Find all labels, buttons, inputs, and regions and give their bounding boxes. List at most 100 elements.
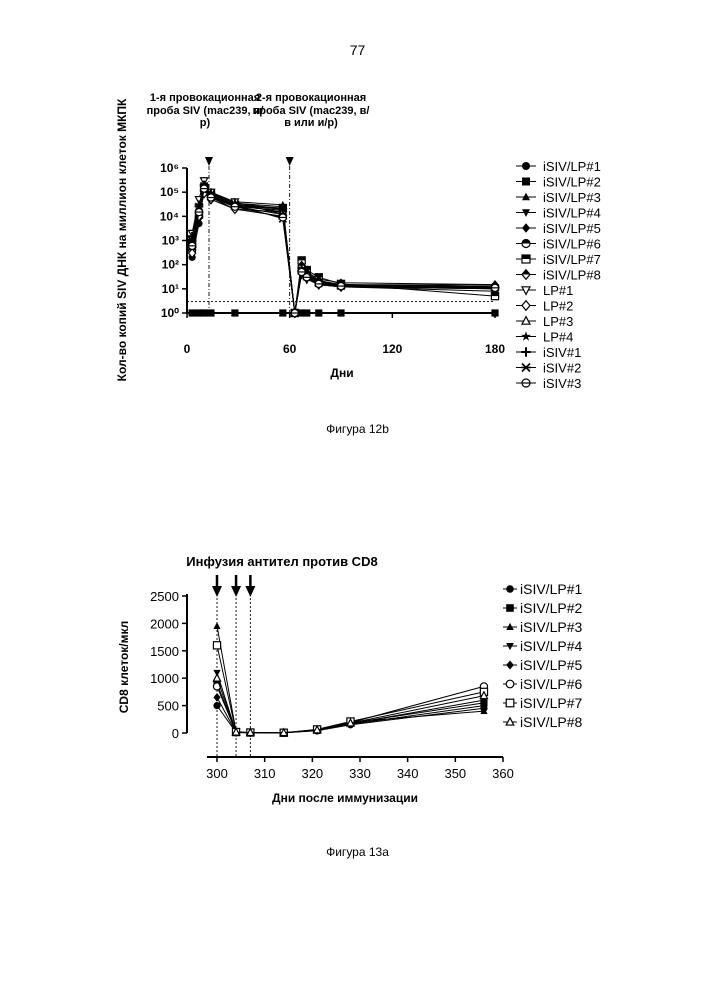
legend-label: iSIV/LP#5 <box>520 657 582 673</box>
y-axis-label: CD8 клеток/мкл <box>117 621 131 714</box>
legend-marker <box>505 716 515 726</box>
legend-label: LP#4 <box>543 330 573 345</box>
x-tick-label: 350 <box>444 766 466 781</box>
data-point <box>231 726 241 736</box>
y-tick-label: 1000 <box>150 671 179 686</box>
legend-label: iSIV/LP#6 <box>543 237 601 252</box>
legend-marker <box>522 177 530 186</box>
x-axis-label: Дни после иммунизации <box>272 791 418 805</box>
legend-marker <box>522 192 530 201</box>
data-point <box>212 641 222 650</box>
data-point <box>245 727 255 737</box>
legend-marker <box>505 679 515 689</box>
challenge-arrow <box>285 157 294 166</box>
data-point <box>279 309 287 317</box>
figure-13a-caption: Фигура 13а <box>326 845 389 859</box>
legend-label: iSIV/LP#5 <box>543 221 601 236</box>
data-point <box>230 202 240 211</box>
data-point <box>231 309 239 317</box>
legend-marker <box>506 660 514 670</box>
data-point <box>188 309 196 317</box>
legend-marker <box>522 223 530 233</box>
challenge-1-annotation: 1-я провокационная проба SIV (mac239, и/… <box>146 92 264 129</box>
x-tick-label: 60 <box>283 342 297 356</box>
legend-marker <box>521 362 531 373</box>
data-point <box>479 690 489 700</box>
challenge-arrow <box>205 157 213 166</box>
y-tick-label: 2000 <box>150 616 179 631</box>
legend-label: iSIV#1 <box>543 345 581 360</box>
data-point <box>490 283 500 293</box>
y-tick-label: 1500 <box>150 644 179 659</box>
legend-marker <box>521 347 531 357</box>
data-point <box>187 247 197 259</box>
y-tick-label: 10⁶ <box>160 161 179 175</box>
legend-label: iSIV/LP#8 <box>543 268 601 283</box>
infusion-arrow-head <box>245 586 256 597</box>
data-point <box>480 707 488 714</box>
data-point <box>312 724 322 734</box>
y-tick-label: 10¹ <box>162 282 179 296</box>
data-point <box>303 309 311 317</box>
data-point <box>195 309 203 317</box>
y-tick-label: 10² <box>162 258 179 272</box>
data-point <box>279 727 289 737</box>
legend-label: LP#3 <box>543 314 573 329</box>
legend-label: iSIV/LP#4 <box>543 206 601 221</box>
legend-label: LP#1 <box>543 283 573 298</box>
x-tick-label: 180 <box>485 342 505 356</box>
data-point <box>336 281 346 291</box>
data-point <box>491 309 499 317</box>
legend-marker <box>506 642 514 651</box>
legend-marker <box>521 378 531 388</box>
data-point <box>199 184 209 193</box>
legend-marker <box>522 209 530 217</box>
data-point <box>278 204 288 214</box>
y-tick-label: 10⁵ <box>160 185 179 199</box>
data-point <box>314 279 323 289</box>
challenge-2-annotation: 2-я провокационная проба SIV (mac239, в/… <box>252 92 370 129</box>
legend-marker <box>521 299 531 312</box>
data-point <box>480 701 488 710</box>
x-tick-label: 0 <box>184 342 191 356</box>
y-tick-label: 10⁰ <box>161 306 179 320</box>
chart-title: Инфузия антител против CD8 <box>186 554 377 569</box>
infusion-arrow-head <box>212 586 222 597</box>
legend-marker <box>521 254 531 264</box>
x-tick-label: 340 <box>397 766 419 781</box>
data-point <box>315 309 323 317</box>
x-tick-label: 310 <box>254 766 276 781</box>
legend-marker <box>521 315 531 325</box>
x-tick-label: 320 <box>301 766 323 781</box>
data-point <box>302 273 311 282</box>
data-point <box>298 309 306 317</box>
x-tick-label: 330 <box>349 766 371 781</box>
legend-label: iSIV/LP#1 <box>543 159 601 174</box>
data-point <box>297 267 306 277</box>
data-point <box>213 693 221 702</box>
data-point <box>200 309 208 317</box>
legend-marker <box>521 286 531 296</box>
legend-marker <box>506 585 514 593</box>
y-tick-label: 500 <box>157 699 179 714</box>
data-point <box>187 241 197 251</box>
page-number: 77 <box>349 42 366 58</box>
legend-label: iSIV/LP#7 <box>543 252 601 267</box>
legend-label: iSIV/LP#2 <box>520 600 582 616</box>
legend-label: iSIV/LP#3 <box>520 619 582 635</box>
x-axis-label: Дни <box>330 366 353 380</box>
legend-label: iSIV/LP#2 <box>543 175 601 190</box>
data-point <box>278 213 288 222</box>
legend-label: LP#2 <box>543 299 573 314</box>
legend-label: iSIV/LP#6 <box>520 676 582 692</box>
data-point <box>206 193 216 202</box>
legend-marker <box>521 331 531 341</box>
data-point <box>213 622 221 630</box>
infusion-arrow-head <box>231 586 242 597</box>
legend-label: iSIV/LP#3 <box>543 190 601 205</box>
y-tick-label: 2500 <box>150 589 179 604</box>
legend-label: iSIV/LP#7 <box>520 695 582 711</box>
data-point <box>345 717 356 727</box>
